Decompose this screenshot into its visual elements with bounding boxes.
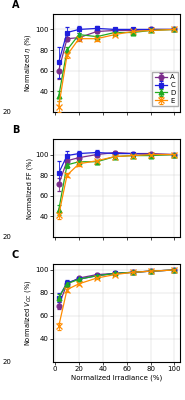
Text: 20: 20	[3, 234, 12, 240]
Legend: A, C, D, E: A, C, D, E	[152, 72, 178, 106]
Text: C: C	[12, 250, 19, 260]
Text: 20: 20	[3, 359, 12, 365]
Text: B: B	[12, 125, 19, 135]
Y-axis label: Normalized FF (%): Normalized FF (%)	[26, 158, 33, 218]
Text: A: A	[12, 0, 19, 10]
X-axis label: Normalized Irradiance (%): Normalized Irradiance (%)	[71, 375, 162, 382]
Y-axis label: Normalized $V_{OC}$ (%): Normalized $V_{OC}$ (%)	[23, 280, 33, 346]
Y-axis label: Normalized $\eta$ (%): Normalized $\eta$ (%)	[23, 33, 33, 92]
Text: 20: 20	[3, 109, 12, 115]
